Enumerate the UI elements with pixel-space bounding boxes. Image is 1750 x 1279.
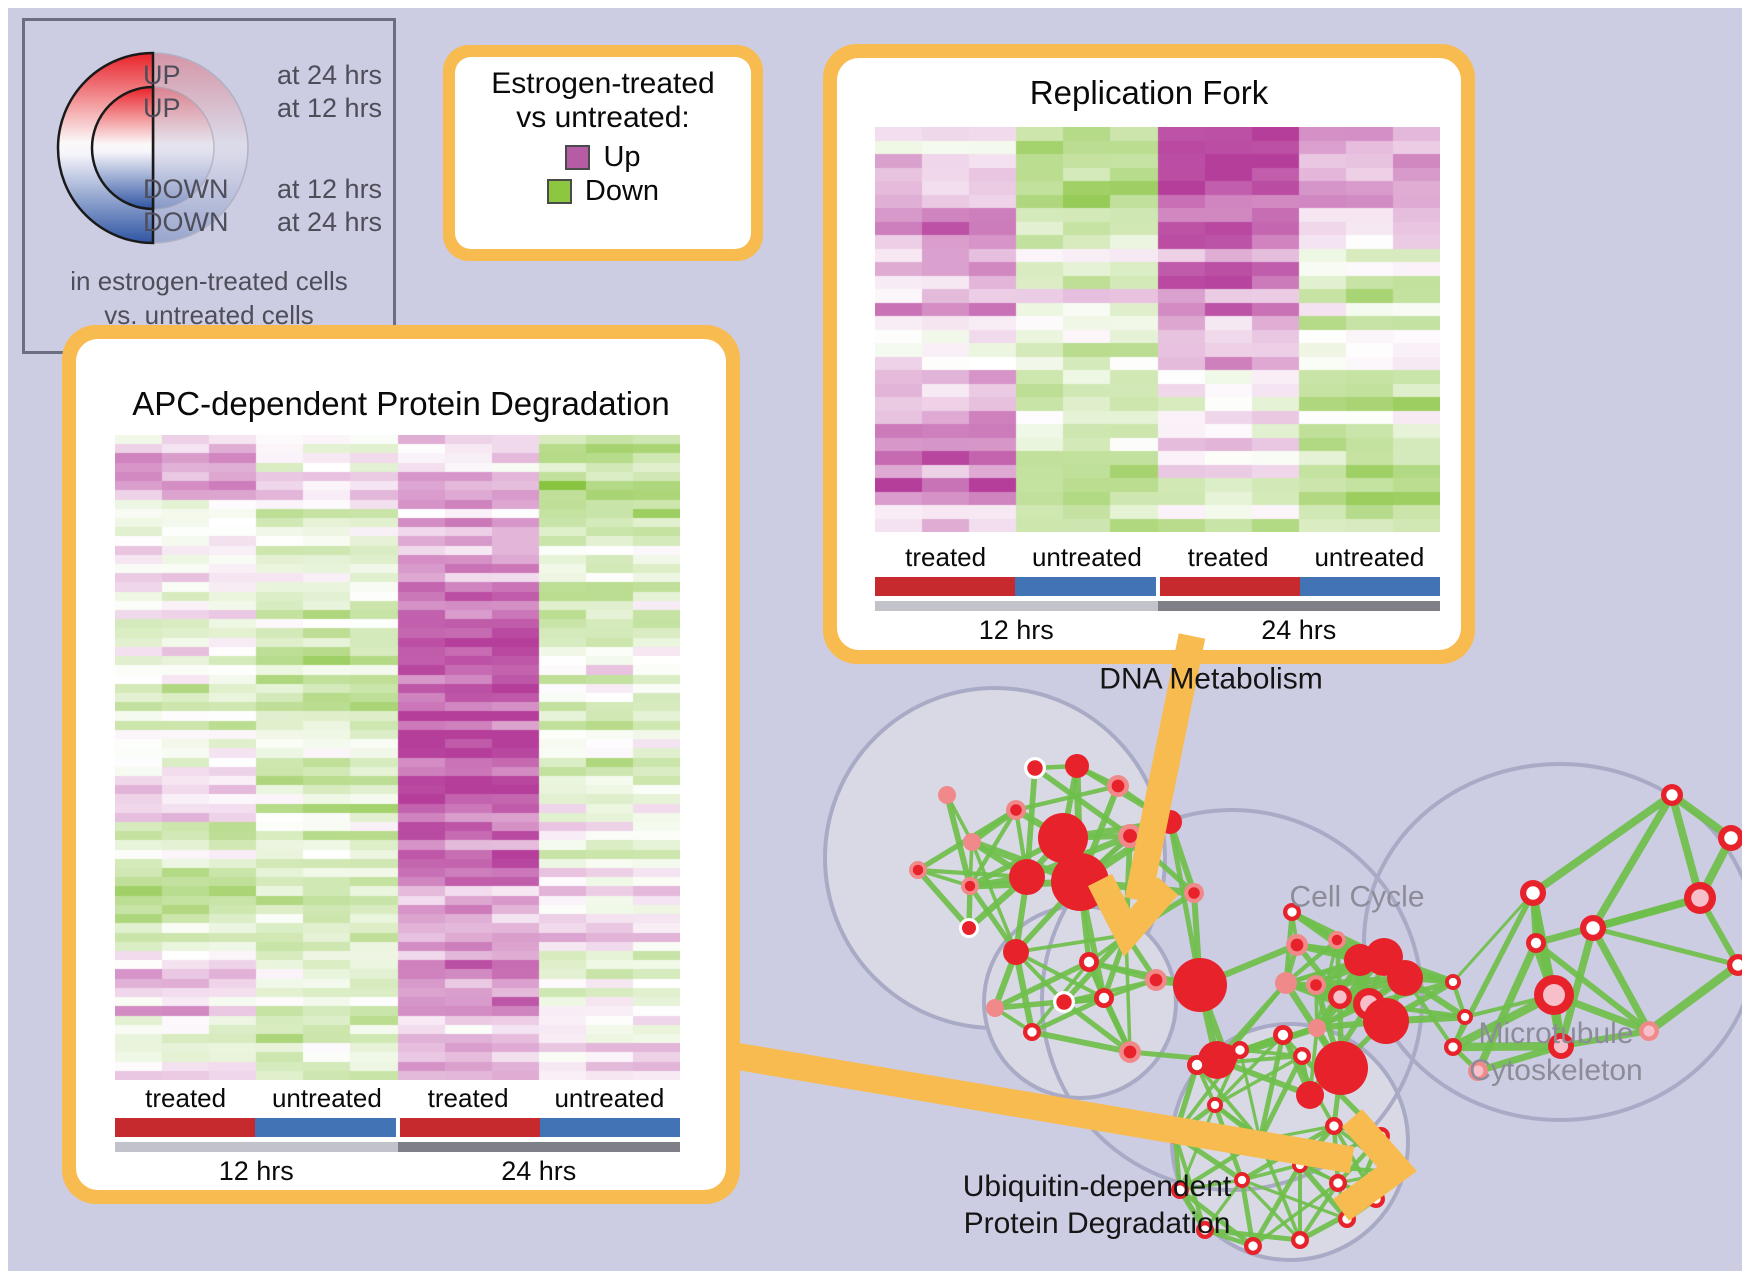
legend-footer-line2: vs. untreated cells (104, 300, 314, 330)
apc-condition-bar (115, 1118, 680, 1137)
apc-group-label-4: untreated (554, 1083, 665, 1113)
down-label: Down (584, 174, 660, 207)
legend-time-12: at 12 hrs (277, 93, 383, 123)
apc-time-bar (115, 1142, 680, 1152)
replication-heatmap (875, 127, 1440, 532)
up-color-swatch (565, 144, 591, 170)
legend-word-down-12: DOWN (143, 174, 229, 204)
estrogen-legend-title-line2: vs untreated: (516, 101, 690, 134)
replication-condition-bar (875, 577, 1440, 596)
replication-group-label-2: untreated (1031, 542, 1142, 572)
legend-time-24: at 24 hrs (277, 60, 383, 90)
legend-item-up: Up (455, 140, 751, 174)
replication-hours-12: 12 hrs (978, 615, 1054, 645)
down-color-swatch (546, 178, 572, 204)
legend-time-down-24: at 24 hrs (277, 207, 383, 237)
replication-time-bar (875, 601, 1440, 611)
replication-fork-panel: Replication Fork treated untreated treat… (823, 44, 1475, 664)
up-down-gradient-rings-icon (56, 51, 249, 245)
legend-time-down-12: at 12 hrs (277, 174, 383, 204)
legend-footer-line1: in estrogen-treated cells (70, 266, 348, 296)
legend-item-down: Down (455, 174, 751, 208)
replication-group-label-1: treated (905, 542, 987, 572)
cluster-label-dna-metabolism: DNA Metabolism (1099, 662, 1323, 696)
cluster-label-ubiquitin-degradation: Ubiquitin-dependent Protein Degradation (962, 1170, 1232, 1240)
estrogen-updown-legend: Estrogen-treated vs untreated: Up Down (443, 45, 763, 261)
legend-word-down-24: DOWN (143, 207, 229, 237)
replication-heatmap-axis: treated untreated treated untreated 12 h… (875, 542, 1440, 646)
replication-panel-title: Replication Fork (1029, 74, 1269, 111)
apc-hours-24: 24 hrs (501, 1156, 577, 1186)
apc-degradation-panel: APC-dependent Protein Degradation treate… (62, 325, 740, 1204)
timepoint-color-legend: UP at 24 hrs UP at 12 hrs DOWN at 12 hrs… (22, 18, 396, 354)
apc-hours-12: 12 hrs (218, 1156, 294, 1186)
apc-heatmap (115, 435, 680, 1080)
replication-hours-24: 24 hrs (1261, 615, 1337, 645)
apc-heatmap-axis: treated untreated treated untreated 12 h… (115, 1083, 680, 1187)
cluster-label-cell-cycle: Cell Cycle (1289, 880, 1425, 914)
cluster-label-microtubule-cytoskeleton: Microtubule Cytoskeleton (1469, 1017, 1643, 1087)
legend-word-up-12: UP (143, 93, 181, 123)
apc-group-label-3: treated (427, 1083, 509, 1113)
estrogen-legend-title-line1: Estrogen-treated (491, 67, 715, 100)
legend-word-up-24: UP (143, 60, 181, 90)
replication-group-label-4: untreated (1314, 542, 1425, 572)
apc-group-label-2: untreated (271, 1083, 382, 1113)
replication-group-label-3: treated (1187, 542, 1269, 572)
up-label: Up (603, 140, 641, 173)
apc-panel-title: APC-dependent Protein Degradation (132, 385, 670, 422)
apc-group-label-1: treated (145, 1083, 227, 1113)
